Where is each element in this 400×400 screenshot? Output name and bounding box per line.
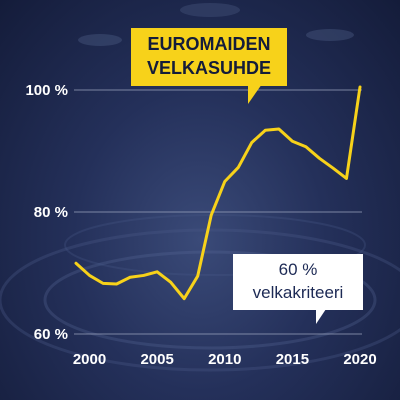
gridlines <box>74 89 362 335</box>
series-line-0 <box>74 85 362 301</box>
data-point <box>155 270 159 273</box>
data-point <box>291 140 294 143</box>
data-point <box>358 85 362 89</box>
chart-title: EUROMAIDEN VELKASUHDE <box>131 28 287 86</box>
chart-title-line-2: VELKASUHDE <box>146 58 271 78</box>
data-point <box>318 157 321 160</box>
data-point <box>345 177 348 180</box>
data-point <box>74 262 78 265</box>
data-point <box>331 166 335 170</box>
y-tick-label: 80 % <box>34 204 68 221</box>
x-axis-ticks: 2000 2005 2010 2015 2020 <box>73 351 377 368</box>
series-layer <box>74 85 362 301</box>
data-point <box>250 141 254 144</box>
chart-title-pointer <box>248 84 262 104</box>
x-tick-label: 2020 <box>343 351 376 368</box>
data-point <box>304 145 308 148</box>
x-tick-label: 2005 <box>140 351 173 368</box>
data-point <box>142 274 145 277</box>
data-point <box>169 280 172 284</box>
debt-criterion-value: 60 % <box>278 260 318 279</box>
data-point <box>182 297 186 300</box>
data-point <box>264 129 267 132</box>
data-point <box>223 180 226 183</box>
debt-criterion-pointer <box>316 306 328 324</box>
x-tick-label: 2000 <box>73 351 106 368</box>
data-point <box>237 166 240 169</box>
data-point <box>196 274 199 278</box>
debt-criterion-text: velkakriteeri <box>252 283 344 302</box>
debt-criterion-label: 60 % velkakriteeri <box>233 254 363 310</box>
data-point <box>210 213 213 217</box>
chart-title-line-1: EUROMAIDEN <box>147 34 271 54</box>
y-tick-label: 60 % <box>34 326 68 343</box>
data-point <box>101 282 105 285</box>
y-axis-ticks: 60 % 80 % 100 % <box>25 82 68 343</box>
y-tick-label: 100 % <box>25 82 68 99</box>
x-tick-label: 2010 <box>208 351 241 368</box>
data-point <box>277 127 281 131</box>
data-point <box>128 276 132 279</box>
x-tick-label: 2015 <box>276 351 309 368</box>
data-point <box>88 274 91 277</box>
data-point <box>115 282 118 286</box>
